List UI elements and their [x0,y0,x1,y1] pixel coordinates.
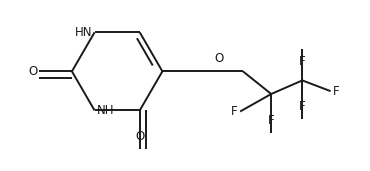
Text: F: F [268,114,275,127]
Text: O: O [214,52,223,65]
Text: O: O [135,130,144,143]
Text: F: F [299,100,306,113]
Text: HN: HN [75,26,92,39]
Text: F: F [231,105,238,118]
Text: O: O [28,65,37,78]
Text: F: F [299,55,306,68]
Text: NH: NH [97,104,114,117]
Text: F: F [333,85,339,98]
